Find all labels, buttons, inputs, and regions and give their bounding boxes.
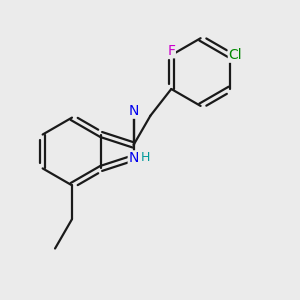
Text: N: N (128, 151, 139, 165)
Text: N: N (128, 104, 139, 118)
Text: H: H (141, 151, 151, 164)
Text: Cl: Cl (228, 48, 242, 62)
Text: F: F (167, 44, 175, 58)
